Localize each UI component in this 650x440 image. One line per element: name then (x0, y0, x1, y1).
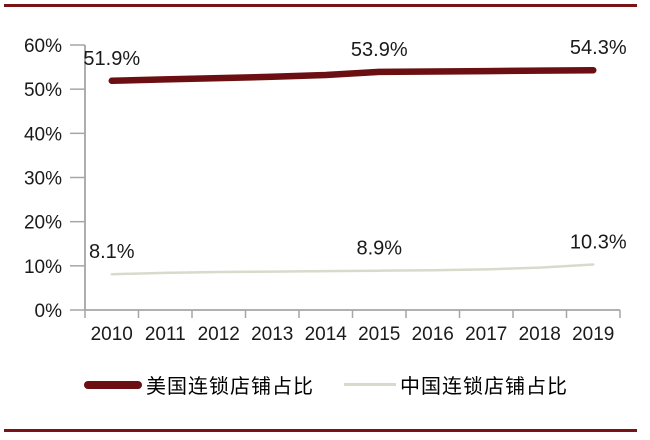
x-axis-label: 2013 (251, 324, 293, 345)
china-series-line (110, 263, 595, 276)
y-axis-label: 20% (24, 213, 62, 234)
legend-item-us: 美国连锁店铺占比 (84, 370, 314, 399)
x-axis-label: 2017 (465, 324, 507, 345)
x-axis-label: 2016 (412, 324, 454, 345)
legend-label-china: 中国连锁店铺占比 (400, 374, 568, 398)
legend-swatch-china (344, 383, 396, 386)
x-axis-label: 2014 (305, 324, 348, 345)
legend-swatch-us (84, 380, 142, 389)
data-point-label: 54.3% (570, 37, 627, 59)
y-axis-label: 0% (35, 301, 63, 322)
data-point-label: 51.9% (83, 48, 140, 70)
legend-label-us: 美国连锁店铺占比 (146, 374, 314, 398)
data-point-label: 53.9% (351, 39, 408, 61)
y-axis-label: 30% (24, 169, 62, 190)
x-axis-label: 2019 (572, 324, 614, 345)
y-axis-label: 60% (24, 36, 62, 57)
y-axis-label: 40% (24, 124, 62, 145)
x-axis-label: 2012 (198, 324, 240, 345)
data-point-label: 8.9% (356, 238, 402, 260)
y-axis-label: 50% (24, 80, 62, 101)
x-axis-label: 2011 (145, 324, 186, 345)
x-axis-label: 2015 (358, 324, 400, 345)
report-top-rule (4, 4, 637, 7)
us-series-line (108, 66, 597, 85)
legend-item-china: 中国连锁店铺占比 (344, 370, 568, 399)
x-axis-label: 2010 (91, 324, 133, 345)
chart-legend: 美国连锁店铺占比 中国连锁店铺占比 (84, 370, 604, 399)
y-axis-label: 10% (24, 257, 62, 278)
data-point-label: 10.3% (570, 232, 627, 254)
data-point-label: 8.1% (89, 241, 135, 263)
x-axis-label: 2018 (519, 324, 561, 345)
report-bottom-rule (4, 429, 637, 432)
